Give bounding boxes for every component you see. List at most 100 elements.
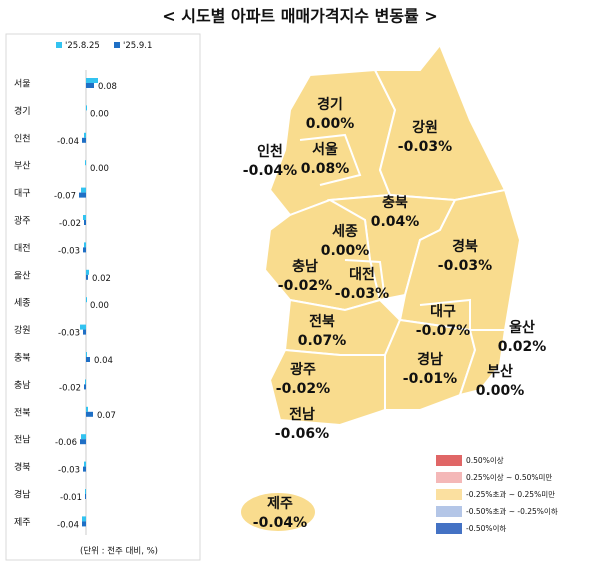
- bar: [83, 247, 86, 253]
- bar: [81, 434, 86, 440]
- category-label: 경남: [14, 489, 31, 501]
- bar: [86, 352, 87, 357]
- bar: [86, 105, 87, 111]
- region-value: -0.03%: [335, 286, 389, 302]
- bar: [86, 357, 90, 362]
- category-label: 제주: [14, 517, 31, 528]
- bar: [83, 215, 86, 220]
- value-label: 0.08: [98, 82, 117, 92]
- region-name: 충북: [382, 195, 408, 211]
- map-legend-label: -0.50%이하: [466, 523, 506, 533]
- chart-frame: [5, 33, 201, 561]
- map-legend-swatch: [436, 523, 462, 534]
- bar: [82, 516, 86, 522]
- map-legend-swatch: [436, 455, 462, 466]
- region-value: -0.02%: [276, 381, 330, 397]
- region-name: 강원: [412, 119, 438, 136]
- category-label: 강원: [14, 325, 31, 336]
- map-legend-swatch: [436, 472, 462, 483]
- bar: [79, 192, 86, 198]
- region-name: 울산: [509, 319, 535, 336]
- map: [239, 43, 522, 533]
- region-name: 제주: [267, 496, 293, 512]
- region-value: -0.07%: [416, 323, 470, 339]
- value-label: 0.04: [94, 356, 113, 366]
- region-value: -0.04%: [253, 515, 307, 531]
- value-label: -0.06: [55, 438, 77, 448]
- bar: [84, 132, 86, 138]
- category-label: 세종: [14, 298, 31, 309]
- value-label: -0.03: [58, 329, 80, 339]
- map-legend-swatch: [436, 506, 462, 517]
- value-label: 0.00: [90, 109, 109, 119]
- category-label: 부산: [14, 161, 31, 172]
- value-label: 0.00: [90, 164, 109, 174]
- region-value: -0.02%: [278, 278, 332, 294]
- map-legend-label: -0.50%초과 ~ -0.25%이하: [466, 506, 558, 516]
- category-label: 광주: [14, 215, 31, 227]
- region-jeju: [239, 491, 317, 533]
- region-jeonnam: [268, 348, 386, 427]
- region-value: 0.02%: [498, 339, 547, 355]
- category-label: 전남: [14, 435, 31, 446]
- value-label: -0.02: [59, 383, 81, 393]
- region-name: 충남: [292, 258, 318, 275]
- value-label: -0.03: [58, 246, 80, 256]
- value-label: -0.07: [54, 192, 76, 202]
- category-label: 전북: [14, 407, 31, 418]
- map-legend-swatch: [436, 489, 462, 500]
- region-name: 전남: [289, 406, 315, 423]
- map-legend-label: 0.25%이상 ~ 0.50%미만: [466, 472, 552, 482]
- bar: [80, 439, 86, 445]
- value-label: -0.03: [58, 466, 80, 476]
- category-label: 서울: [14, 79, 31, 90]
- value-label: 0.02: [92, 274, 111, 284]
- region-value: 0.08%: [301, 161, 350, 177]
- unit-note: (단위 : 전주 대비, %): [80, 546, 158, 557]
- bar: [85, 160, 86, 166]
- bar: [84, 384, 86, 390]
- region-value: 0.00%: [476, 383, 525, 399]
- bar: [84, 242, 86, 248]
- bar: [86, 269, 89, 275]
- value-label: -0.01: [60, 493, 82, 503]
- region-value: -0.04%: [243, 163, 297, 179]
- daegu-border: [419, 298, 471, 330]
- category-label: 충남: [14, 380, 31, 391]
- bar: [84, 461, 86, 467]
- region-value: 0.04%: [371, 214, 420, 230]
- value-label: -0.02: [59, 219, 81, 229]
- category-label: 인천: [14, 133, 31, 144]
- bar: [86, 406, 88, 412]
- bar: [86, 411, 93, 417]
- region-value: 0.07%: [298, 333, 347, 349]
- value-label: 0.00: [90, 301, 109, 311]
- bar: [82, 521, 86, 527]
- bar: [83, 466, 86, 472]
- value-label: 0.07: [97, 411, 116, 421]
- category-label: 경기: [14, 105, 31, 117]
- region-name: 인천: [257, 143, 283, 160]
- legend-label: '25.9.1: [123, 41, 152, 51]
- category-label: 대전: [14, 243, 31, 254]
- region-value: 0.00%: [306, 116, 355, 132]
- bar: [86, 274, 88, 280]
- region-value: -0.03%: [438, 258, 492, 274]
- category-label: 대구: [14, 188, 31, 199]
- region-name: 전북: [309, 313, 335, 330]
- value-label: -0.04: [57, 520, 79, 530]
- title: < 시도별 아파트 매매가격지수 변동률 >: [162, 7, 437, 26]
- legend-swatch: [114, 42, 120, 48]
- bar: [81, 187, 86, 193]
- bar: [80, 324, 86, 330]
- region-name: 광주: [290, 361, 316, 378]
- legend-label: '25.8.25: [65, 41, 100, 51]
- region-name: 경북: [452, 238, 478, 255]
- region-name: 서울: [312, 141, 338, 158]
- bar: [86, 78, 98, 83]
- region-value: 0.00%: [321, 243, 370, 259]
- region-value: -0.03%: [398, 139, 452, 155]
- bar: [86, 297, 87, 303]
- region-name: 세종: [332, 224, 358, 240]
- region-name: 대전: [349, 266, 375, 283]
